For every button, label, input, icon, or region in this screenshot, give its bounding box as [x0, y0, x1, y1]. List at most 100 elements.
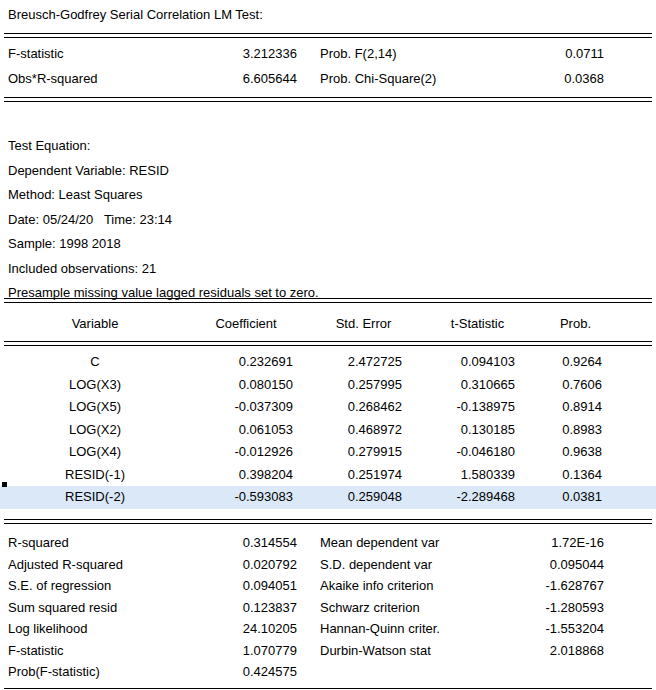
cell-variable: C: [0, 351, 190, 374]
divider-double-rule: [4, 298, 652, 303]
cell-std-error: 0.468972: [302, 419, 411, 442]
stat-value: [482, 661, 604, 683]
stat-value: -1.628767: [482, 575, 604, 597]
cell-variable: LOG(X3): [0, 374, 190, 397]
divider-double-rule: [4, 97, 652, 102]
divider-single-rule: [4, 688, 652, 689]
date-time-line: Date: 05/24/20 Time: 23:14: [0, 208, 656, 233]
cell-t-statistic: 0.310665: [411, 374, 524, 397]
lm-test-stats-table: F-statistic 3.212336 Prob. F(2,14) 0.071…: [0, 41, 656, 91]
included-observations-line: Included observations: 21: [0, 257, 656, 282]
cell-std-error: 0.259048: [302, 486, 411, 509]
stat-label: Mean dependent var: [297, 532, 482, 554]
cell-variable: LOG(X2): [0, 419, 190, 442]
stat-label: Durbin-Watson stat: [297, 640, 482, 662]
stat-value: 6.605644: [212, 66, 297, 91]
stat-value: 1.070779: [212, 640, 297, 662]
cell-coefficient: -0.012926: [190, 441, 302, 464]
cell-t-statistic: 1.580339: [411, 464, 524, 487]
summary-row[interactable]: Sum squared resid 0.123837 Schwarz crite…: [0, 597, 656, 619]
cell-coefficient: -0.037309: [190, 396, 302, 419]
summary-row[interactable]: Adjusted R-squared 0.020792 S.D. depende…: [0, 554, 656, 576]
stat-label: Obs*R-squared: [0, 66, 212, 91]
cell-coefficient: 0.232691: [190, 351, 302, 374]
stat-label: Akaike info criterion: [297, 575, 482, 597]
bg-lm-test-output-view: Breusch-Godfrey Serial Correlation LM Te…: [0, 0, 656, 690]
stat-value: 0.314554: [212, 532, 297, 554]
cell-prob: 0.9638: [524, 441, 611, 464]
stat-value: 0.424575: [212, 661, 297, 683]
stat-value: 0.0368: [482, 66, 604, 91]
stat-label: S.E. of regression: [0, 575, 212, 597]
cell-prob: 0.7606: [524, 374, 611, 397]
cell-variable: RESID(-1): [0, 464, 190, 487]
cell-std-error: 0.268462: [302, 396, 411, 419]
stray-dot-mark: [2, 482, 7, 487]
page-title: Breusch-Godfrey Serial Correlation LM Te…: [8, 7, 263, 22]
stat-label: R-squared: [0, 532, 212, 554]
coef-table-row[interactable]: RESID(-1) 0.398204 0.251974 1.580339 0.1…: [0, 464, 656, 487]
coef-table-row[interactable]: C 0.232691 2.472725 0.094103 0.9264: [0, 351, 656, 374]
stat-value: 3.212336: [212, 41, 297, 66]
stat-value: 0.0711: [482, 41, 604, 66]
summary-row[interactable]: F-statistic 1.070779 Durbin-Watson stat …: [0, 640, 656, 662]
coef-table-header-row: Variable Coefficient Std. Error t-Statis…: [0, 307, 656, 341]
summary-row[interactable]: R-squared 0.314554 Mean dependent var 1.…: [0, 532, 656, 554]
test-equation-header-block: Test Equation: Dependent Variable: RESID…: [0, 134, 656, 306]
cell-prob: 0.1364: [524, 464, 611, 487]
cell-prob: 0.8983: [524, 419, 611, 442]
cell-prob: 0.8914: [524, 396, 611, 419]
method-line: Method: Least Squares: [0, 183, 656, 208]
coef-table-body: C 0.232691 2.472725 0.094103 0.9264 LOG(…: [0, 351, 656, 509]
stat-value: 24.10205: [212, 618, 297, 640]
sample-line: Sample: 1998 2018: [0, 232, 656, 257]
stat-label: Prob. F(2,14): [297, 41, 482, 66]
column-header-coefficient: Coefficient: [190, 307, 302, 341]
stat-label: [297, 661, 482, 683]
stat-value: 0.123837: [212, 597, 297, 619]
stat-label: F-statistic: [0, 41, 212, 66]
summary-row[interactable]: S.E. of regression 0.094051 Akaike info …: [0, 575, 656, 597]
stat-value: 0.094051: [212, 575, 297, 597]
stat-value: 0.095044: [482, 554, 604, 576]
stat-label: S.D. dependent var: [297, 554, 482, 576]
stat-value: -1.553204: [482, 618, 604, 640]
cell-t-statistic: -0.046180: [411, 441, 524, 464]
coef-table-row[interactable]: LOG(X5) -0.037309 0.268462 -0.138975 0.8…: [0, 396, 656, 419]
divider-double-rule: [4, 341, 652, 346]
cell-coefficient: 0.061053: [190, 419, 302, 442]
column-header-t-statistic: t-Statistic: [411, 307, 524, 341]
regression-summary-table: R-squared 0.314554 Mean dependent var 1.…: [0, 532, 656, 683]
coef-table-row-selected[interactable]: RESID(-2) -0.593083 0.259048 -2.289468 0…: [0, 486, 656, 509]
stat-label: Adjusted R-squared: [0, 554, 212, 576]
cell-prob: 0.0381: [524, 486, 611, 509]
stat-value: 1.72E-16: [482, 532, 604, 554]
cell-prob: 0.9264: [524, 351, 611, 374]
stat-label: Prob(F-statistic): [0, 661, 212, 683]
cell-coefficient: 0.080150: [190, 374, 302, 397]
summary-row[interactable]: Prob(F-statistic) 0.424575: [0, 661, 656, 683]
stat-value: 0.020792: [212, 554, 297, 576]
cell-std-error: 2.472725: [302, 351, 411, 374]
cell-t-statistic: 0.130185: [411, 419, 524, 442]
cell-std-error: 0.251974: [302, 464, 411, 487]
cell-std-error: 0.257995: [302, 374, 411, 397]
test-equation-line: Test Equation:: [0, 134, 656, 159]
stat-value: 2.018868: [482, 640, 604, 662]
cell-t-statistic: -2.289468: [411, 486, 524, 509]
summary-row[interactable]: Log likelihood 24.10205 Hannan-Quinn cri…: [0, 618, 656, 640]
stat-label: Schwarz criterion: [297, 597, 482, 619]
cell-t-statistic: -0.138975: [411, 396, 524, 419]
stat-label: F-statistic: [0, 640, 212, 662]
coef-table-row[interactable]: LOG(X2) 0.061053 0.468972 0.130185 0.898…: [0, 419, 656, 442]
dependent-variable-line: Dependent Variable: RESID: [0, 159, 656, 184]
coef-table-row[interactable]: LOG(X4) -0.012926 0.279915 -0.046180 0.9…: [0, 441, 656, 464]
coef-table-row[interactable]: LOG(X3) 0.080150 0.257995 0.310665 0.760…: [0, 374, 656, 397]
stat-label: Hannan-Quinn criter.: [297, 618, 482, 640]
stat-value: -1.280593: [482, 597, 604, 619]
cell-std-error: 0.279915: [302, 441, 411, 464]
table-row[interactable]: Obs*R-squared 6.605644 Prob. Chi-Square(…: [0, 66, 656, 91]
cell-variable: LOG(X4): [0, 441, 190, 464]
cell-variable: LOG(X5): [0, 396, 190, 419]
table-row[interactable]: F-statistic 3.212336 Prob. F(2,14) 0.071…: [0, 41, 656, 66]
